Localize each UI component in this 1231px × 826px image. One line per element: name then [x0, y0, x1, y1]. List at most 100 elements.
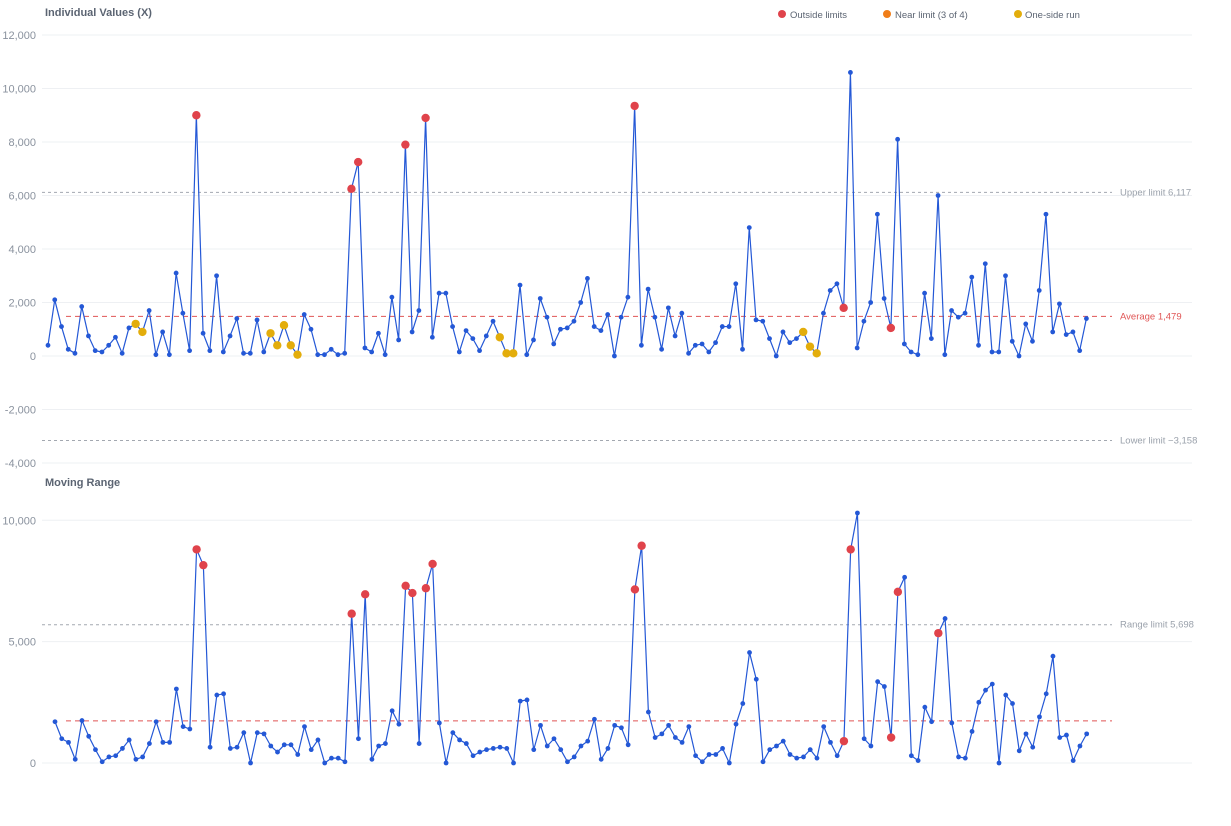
data-point-one-side-run[interactable]: [805, 342, 815, 351]
data-point[interactable]: [659, 346, 665, 352]
data-point[interactable]: [538, 722, 543, 728]
data-point[interactable]: [544, 314, 550, 320]
data-point[interactable]: [625, 742, 631, 748]
data-point[interactable]: [686, 350, 691, 356]
data-point[interactable]: [200, 330, 206, 336]
data-point[interactable]: [1057, 735, 1063, 740]
data-point[interactable]: [369, 349, 375, 355]
data-point[interactable]: [645, 286, 651, 292]
data-point[interactable]: [119, 350, 125, 356]
data-point[interactable]: [1050, 653, 1056, 659]
data-point[interactable]: [848, 70, 853, 75]
data-point[interactable]: [66, 739, 71, 745]
data-point[interactable]: [220, 349, 226, 355]
data-point-outside-limit[interactable]: [421, 584, 431, 593]
data-point[interactable]: [356, 736, 361, 742]
data-point[interactable]: [1003, 273, 1008, 279]
data-point-outside-limit[interactable]: [637, 541, 646, 550]
data-point[interactable]: [740, 346, 745, 352]
data-point-outside-limit[interactable]: [347, 184, 356, 194]
data-point[interactable]: [1070, 329, 1076, 335]
data-point[interactable]: [976, 342, 981, 348]
data-point-outside-limit[interactable]: [401, 140, 410, 149]
data-point[interactable]: [787, 340, 793, 346]
data-point[interactable]: [436, 720, 442, 726]
data-point[interactable]: [470, 336, 476, 342]
data-point-outside-limit[interactable]: [846, 545, 855, 554]
data-point[interactable]: [625, 294, 631, 300]
data-point[interactable]: [342, 759, 348, 765]
data-point[interactable]: [383, 741, 388, 746]
data-point[interactable]: [571, 318, 577, 324]
data-point[interactable]: [598, 328, 604, 333]
data-point-outside-limit[interactable]: [886, 733, 896, 742]
data-point[interactable]: [699, 341, 705, 347]
data-point[interactable]: [612, 353, 617, 359]
data-point[interactable]: [881, 684, 887, 689]
data-point-one-side-run[interactable]: [812, 349, 821, 358]
data-point[interactable]: [672, 333, 678, 339]
data-point[interactable]: [153, 352, 159, 358]
data-point[interactable]: [207, 744, 213, 750]
data-point[interactable]: [214, 692, 220, 698]
data-point[interactable]: [1050, 329, 1056, 335]
data-point[interactable]: [652, 735, 658, 740]
data-point[interactable]: [585, 738, 591, 744]
data-point[interactable]: [308, 747, 314, 753]
data-point[interactable]: [713, 752, 719, 757]
data-point[interactable]: [652, 314, 658, 320]
data-point[interactable]: [369, 756, 375, 762]
data-point[interactable]: [490, 318, 496, 324]
data-point-one-side-run[interactable]: [502, 349, 511, 358]
data-point[interactable]: [868, 300, 874, 305]
legend-item-outside-limits[interactable]: Outside limits: [778, 10, 847, 21]
data-point[interactable]: [801, 754, 806, 760]
data-point[interactable]: [666, 722, 672, 728]
data-point[interactable]: [982, 261, 988, 267]
data-point[interactable]: [983, 687, 988, 693]
data-point[interactable]: [774, 743, 779, 749]
data-point[interactable]: [335, 352, 341, 358]
data-point-one-side-run[interactable]: [266, 329, 275, 338]
data-point[interactable]: [794, 336, 799, 342]
data-point[interactable]: [436, 290, 442, 296]
data-point-outside-limit[interactable]: [199, 560, 208, 570]
data-point[interactable]: [126, 325, 132, 331]
data-point[interactable]: [1077, 348, 1083, 354]
data-point[interactable]: [92, 348, 98, 354]
data-point[interactable]: [686, 724, 692, 729]
data-point-one-side-run[interactable]: [138, 327, 147, 337]
data-point[interactable]: [234, 316, 240, 321]
data-point[interactable]: [463, 741, 469, 746]
data-point[interactable]: [167, 739, 173, 745]
data-point-one-side-run[interactable]: [293, 350, 302, 359]
data-point[interactable]: [241, 730, 247, 736]
data-point[interactable]: [854, 345, 860, 351]
data-point[interactable]: [733, 721, 739, 727]
data-point[interactable]: [268, 743, 274, 749]
data-point[interactable]: [376, 743, 382, 749]
data-point[interactable]: [571, 754, 577, 760]
data-point[interactable]: [517, 282, 523, 288]
data-point[interactable]: [106, 754, 112, 760]
data-point-outside-limit[interactable]: [893, 587, 903, 597]
data-point[interactable]: [544, 743, 550, 749]
data-point[interactable]: [908, 349, 914, 355]
data-point[interactable]: [537, 296, 543, 301]
data-point[interactable]: [153, 719, 159, 725]
data-point[interactable]: [254, 730, 260, 736]
data-point-outside-limit[interactable]: [630, 101, 639, 111]
data-point[interactable]: [1016, 353, 1022, 359]
data-point[interactable]: [261, 349, 267, 355]
data-point[interactable]: [1009, 338, 1015, 344]
data-point[interactable]: [605, 746, 611, 751]
data-point[interactable]: [908, 753, 914, 759]
data-point[interactable]: [719, 324, 725, 329]
data-point-outside-limit[interactable]: [192, 545, 201, 554]
data-point[interactable]: [672, 735, 678, 740]
data-point-one-side-run[interactable]: [279, 321, 289, 330]
data-point[interactable]: [942, 352, 948, 358]
data-point[interactable]: [767, 747, 773, 753]
data-point[interactable]: [59, 736, 65, 742]
data-point[interactable]: [814, 755, 820, 761]
